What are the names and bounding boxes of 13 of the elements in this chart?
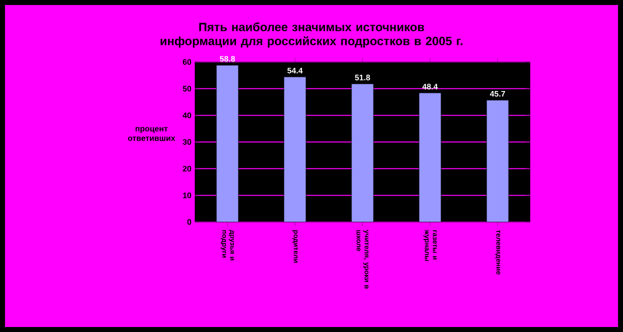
- data-label: 45.7: [490, 91, 506, 97]
- y-tick-label: 50: [182, 86, 192, 92]
- y-tick-label: 40: [182, 112, 192, 118]
- data-label: 58.8: [220, 56, 235, 62]
- chart-title: Пять наиболее значимых источников информации для российских подростков в 2005 г.: [160, 22, 462, 48]
- data-label: 54.4: [287, 68, 303, 74]
- y-tick-label: 30: [182, 139, 192, 145]
- y-axis-title: процент ответивших: [128, 127, 176, 141]
- y-tick-label: 0: [187, 219, 192, 225]
- y-tick-label: 20: [182, 166, 192, 172]
- y-tick-label: 10: [183, 192, 192, 198]
- data-label: 51.8: [354, 74, 370, 80]
- y-tick-label: 60: [182, 59, 192, 65]
